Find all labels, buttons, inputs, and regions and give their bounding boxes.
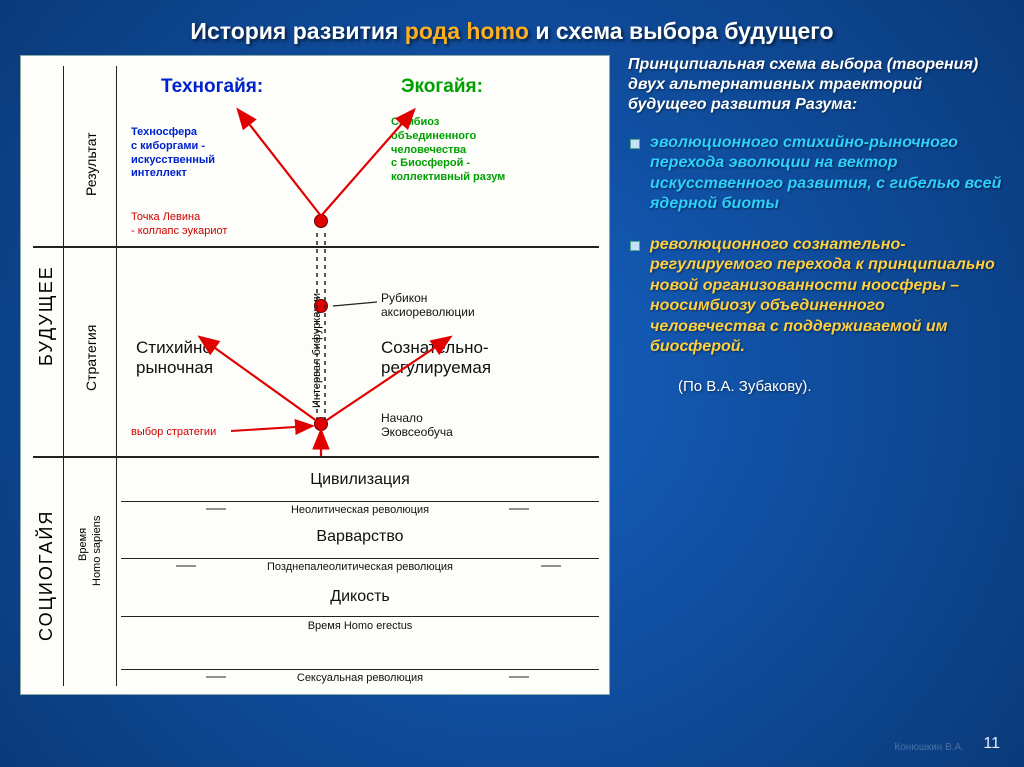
barbarism-row: Варварство (121, 528, 599, 546)
rubicon-label: Рубиконаксиореволюции (381, 291, 475, 320)
content-area: БУДУЩЕЕ СОЦИОГАЙЯ Результат Стратегия Вр… (0, 55, 1024, 695)
slide-title: История развития рода homo и схема выбор… (0, 0, 1024, 55)
bifurcation-node-top (314, 214, 328, 228)
grid-line (121, 669, 599, 670)
grid-line (33, 456, 599, 458)
grid-line (121, 558, 599, 559)
savagery-row: Дикость (121, 588, 599, 606)
axis-sociogaia: СОЦИОГАЙЯ (36, 510, 57, 641)
title-pre: История развития (190, 18, 404, 44)
axis-homo-time-2: Homo sapiens (91, 516, 103, 586)
market-strategy: Стихийно-рыночная (136, 338, 218, 378)
bullet-revolution: революционного сознательно-регулируемого… (628, 235, 1004, 358)
erectus-row: Время Homo erectus (121, 620, 599, 632)
eco-start: НачалоЭковсеобуча (381, 411, 453, 440)
sexual-row: Сексуальная революция (121, 672, 599, 684)
civilization-row: Цивилизация (121, 471, 599, 489)
axis-result: Результат (83, 132, 99, 196)
ecogaia-header: Экогайя: (401, 76, 483, 98)
levin-point: Точка Левина- коллапс эукариот (131, 211, 227, 239)
conscious-strategy: Сознательно-регулируемая (381, 338, 491, 378)
title-highlight: рода homo (405, 18, 529, 44)
axis-homo-time-1: Время (77, 528, 89, 561)
grid-line (33, 246, 599, 248)
grid-line (63, 66, 64, 686)
right-panel: Принципиальная схема выбора (творения) д… (628, 55, 1004, 695)
grid-line (121, 616, 599, 617)
attribution: (По В.А. Зубакову). (628, 378, 1004, 395)
technogaia-header: Техногайя: (161, 76, 263, 98)
bullet-evolution: эволюционного стихийно-рыночного переход… (628, 133, 1004, 215)
page-number: 11 (983, 735, 1000, 753)
bifurcation-node-mid (314, 299, 328, 313)
grid-line (116, 66, 117, 686)
title-post: и схема выбора будущего (529, 18, 834, 44)
diagram: БУДУЩЕЕ СОЦИОГАЙЯ Результат Стратегия Вр… (20, 55, 610, 695)
axis-strategy: Стратегия (83, 325, 99, 391)
paleolithic-row: Позднепалеолитическая революция (121, 561, 599, 573)
grid-line (121, 501, 599, 502)
intro-text: Принципиальная схема выбора (творения) д… (628, 55, 1004, 115)
axis-future: БУДУЩЕЕ (36, 265, 57, 366)
eco-desc: Симбиозобъединенногочеловечествас Биосфе… (391, 116, 505, 185)
neolithic-row: Неолитическая революция (121, 504, 599, 516)
small-credit: Конюшкин В.А. (894, 742, 964, 753)
tech-desc: Техносферас киборгами -искусственныйинте… (131, 126, 215, 181)
strategy-choice: выбор стратегии (131, 426, 216, 440)
bifurcation-node-bot (314, 417, 328, 431)
